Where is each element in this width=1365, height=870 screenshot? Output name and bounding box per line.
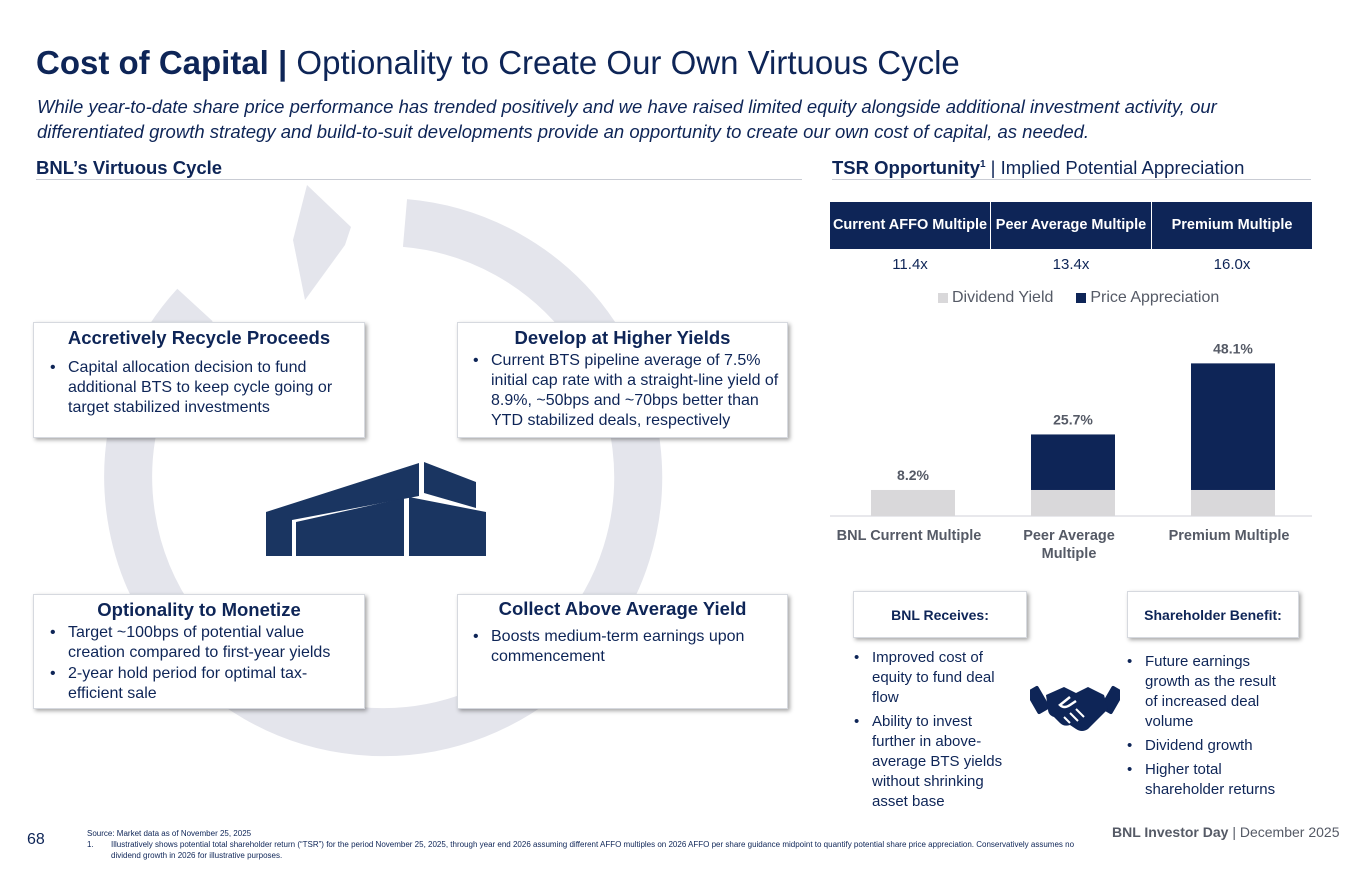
data-label: 48.1% xyxy=(1213,340,1253,356)
list-item: Improved cost of equity to fund deal flo… xyxy=(852,648,1012,708)
left-divider xyxy=(36,179,802,180)
table-header-current: Current AFFO Multiple xyxy=(830,202,990,249)
data-label: 8.2% xyxy=(897,467,929,483)
category-label: Peer Average xyxy=(1023,528,1115,544)
bnl-receives-label: BNL Receives: xyxy=(853,591,1027,638)
footer-note: Illustratively shows potential total sha… xyxy=(111,840,1075,860)
box-develop-higher-yields: Develop at Higher Yields Current BTS pip… xyxy=(457,322,788,438)
chart-legend: Dividend Yield Price Appreciation xyxy=(938,289,1219,307)
legend-swatch-dividend xyxy=(938,292,948,303)
box-bullet: 2-year hold period for optimal tax-effic… xyxy=(48,664,354,704)
box-title: Collect Above Average Yield xyxy=(498,598,747,619)
handshake-icon xyxy=(1030,685,1120,731)
list-item: Higher total shareholder returns xyxy=(1125,760,1290,800)
right-divider xyxy=(832,179,1311,180)
box-title: Develop at Higher Yields xyxy=(514,327,731,348)
legend-swatch-appreciation xyxy=(1076,292,1087,303)
footer-brand: BNL Investor Day | December 2025 xyxy=(1112,824,1340,840)
category-label: BNL Current Multiple xyxy=(837,528,982,544)
table-cell-peer: 13.4x xyxy=(1052,256,1090,273)
page-title: Cost of Capital | Optionality to Create … xyxy=(36,44,960,81)
bar-price-appreciation xyxy=(1191,363,1275,490)
shareholder-benefit-list: Future earnings growth as the result of … xyxy=(1125,652,1290,800)
category-label: Multiple xyxy=(1042,546,1097,562)
legend-label-appreciation: Price Appreciation xyxy=(1090,289,1220,306)
shareholder-benefit-label: Shareholder Benefit: xyxy=(1127,591,1299,638)
bnl-receives-list: Improved cost of equity to fund deal flo… xyxy=(852,648,1012,812)
box-optionality-monetize: Optionality to Monetize Target ~100bps o… xyxy=(33,594,365,709)
box-bullet: Capital allocation decision to fund addi… xyxy=(48,358,354,418)
bar-dividend-yield xyxy=(871,489,955,516)
legend-label-dividend: Dividend Yield xyxy=(952,289,1054,306)
bar-dividend-yield xyxy=(1031,489,1115,516)
box-accretively-recycle: Accretively Recycle Proceeds Capital all… xyxy=(33,322,365,438)
table-header-peer: Peer Average Multiple xyxy=(991,202,1151,249)
page-number: 68 xyxy=(27,831,45,848)
bar-dividend-yield xyxy=(1191,489,1275,516)
box-bullet: Boosts medium-term earnings upon commenc… xyxy=(471,627,777,667)
list-item: Future earnings growth as the result of … xyxy=(1125,652,1290,732)
building-icon xyxy=(266,462,486,556)
box-title: Accretively Recycle Proceeds xyxy=(67,327,331,348)
footer-source: Source: Market data as of November 25, 2… xyxy=(87,829,252,838)
tsr-chart: 8.2% BNL Current Multiple 25.7% Peer Averag… xyxy=(830,340,1312,562)
data-label: 25.7% xyxy=(1053,411,1093,427)
list-item: Dividend growth xyxy=(1125,736,1290,756)
tsr-heading: TSR Opportunity1 | Implied Potential App… xyxy=(832,157,1245,178)
box-title: Optionality to Monetize xyxy=(97,599,301,620)
table-cell-current: 11.4x xyxy=(892,256,928,273)
footer-note-number: 1. xyxy=(87,840,94,849)
box-bullet: Current BTS pipeline average of 7.5% ini… xyxy=(471,351,783,431)
list-item: Ability to invest further in above-avera… xyxy=(852,712,1012,812)
box-bullet: Target ~100bps of potential value creati… xyxy=(48,623,354,663)
box-collect-above-average: Collect Above Average Yield Boosts mediu… xyxy=(457,594,788,709)
virtuous-cycle-heading: BNL’s Virtuous Cycle xyxy=(36,157,223,178)
category-label: Premium Multiple xyxy=(1169,528,1290,544)
bar-price-appreciation xyxy=(1031,434,1115,490)
table-cell-premium: 16.0x xyxy=(1213,256,1251,273)
table-header-premium: Premium Multiple xyxy=(1152,202,1312,249)
page-subtitle: While year-to-date share price performan… xyxy=(37,96,1217,142)
